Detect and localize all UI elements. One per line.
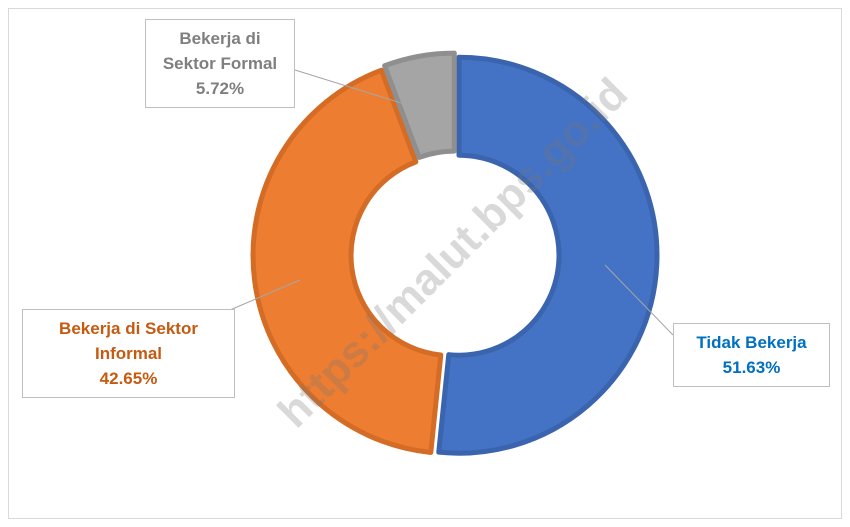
donut-segment	[382, 50, 457, 160]
leader-line	[229, 279, 301, 311]
data-label: Bekerja di Sektor Formal 5.72%	[145, 19, 295, 108]
category-label: Bekerja di Sektor Formal	[162, 29, 278, 73]
leader-line	[294, 69, 431, 113]
donut-segment	[250, 67, 444, 455]
category-label: Tidak Bekerja	[696, 333, 807, 352]
value-label: 5.72%	[195, 79, 245, 98]
value-label: 51.63%	[722, 358, 781, 377]
category-label: Bekerja di Sektor Informal	[59, 319, 198, 363]
data-label: Tidak Bekerja 51.63%	[673, 323, 830, 387]
donut-segment	[436, 54, 660, 456]
leader-line	[604, 264, 674, 336]
data-label: Bekerja di Sektor Informal 42.65%	[22, 309, 235, 398]
value-label: 42.65%	[99, 369, 158, 388]
